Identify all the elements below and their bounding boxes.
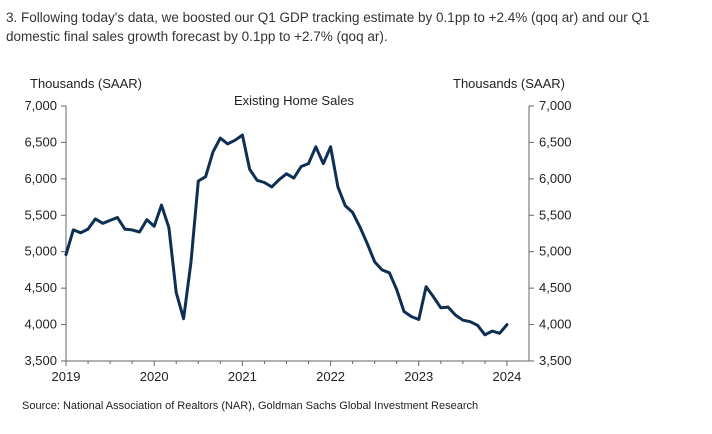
- x-tick-label: 2023: [404, 369, 433, 384]
- right-y-tick-label: 7,000: [539, 98, 572, 113]
- x-tick-label: 2024: [492, 369, 521, 384]
- right-y-tick-label: 6,500: [539, 134, 572, 149]
- left-y-tick-label: 4,500: [24, 280, 57, 295]
- right-y-tick-label: 6,000: [539, 171, 572, 186]
- chart-axes: [65, 106, 530, 362]
- right-y-tick-label: 4,500: [539, 280, 572, 295]
- right-y-tick-label: 4,000: [539, 317, 572, 332]
- right-y-tick-label: 3,500: [539, 353, 572, 368]
- existing-home-sales-chart: 3,500 3,500 4,000 4,000 4,500 4,500 5,000 5,000…: [24, 98, 571, 384]
- left-y-tick-label: 6,500: [24, 134, 57, 149]
- right-y-tick-label: 5,000: [539, 244, 572, 259]
- existing-home-sales-line: [64, 133, 509, 337]
- intro-paragraph: 3. Following today's data, we boosted ou…: [6, 8, 706, 46]
- left-y-tick-label: 6,000: [24, 171, 57, 186]
- chart-series: [64, 133, 509, 337]
- right-y-tick-label: 5,500: [539, 207, 572, 222]
- left-y-tick-label: 7,000: [24, 98, 57, 113]
- left-y-tick-label: 5,500: [24, 207, 57, 222]
- x-tick-label: 2019: [52, 369, 81, 384]
- chart-title: Existing Home Sales: [234, 93, 354, 108]
- x-tick-label: 2022: [316, 369, 345, 384]
- source-note: Source: National Association of Realtors…: [22, 400, 479, 412]
- left-y-tick-label: 5,000: [24, 244, 57, 259]
- right-axis-unit-label: Thousands (SAAR): [453, 76, 565, 91]
- x-tick-label: 2020: [140, 369, 169, 384]
- left-y-tick-label: 4,000: [24, 317, 57, 332]
- chart-ticks: 3,500 3,500 4,000 4,000 4,500 4,500 5,000 5,000…: [24, 98, 571, 384]
- x-tick-label: 2021: [228, 369, 257, 384]
- left-axis-unit-label: Thousands (SAAR): [30, 76, 142, 91]
- left-y-tick-label: 3,500: [24, 353, 57, 368]
- intro-text: 3. Following today's data, we boosted ou…: [6, 10, 650, 44]
